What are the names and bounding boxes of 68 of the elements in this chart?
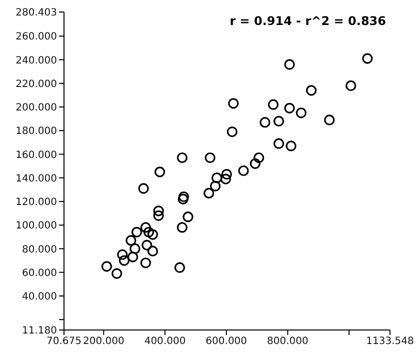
point (174, 262, 186, 273)
y-tick-label: 240.000 (16, 55, 57, 66)
point (250, 158, 260, 169)
y-tick-label: 160.000 (16, 150, 57, 161)
point (142, 240, 152, 250)
point (226, 126, 238, 138)
y-tick-label: 180.000 (16, 126, 57, 138)
point (154, 166, 166, 178)
y-tick-label: 120.000 (16, 197, 57, 208)
point (182, 212, 194, 222)
point (117, 249, 128, 260)
point (254, 152, 264, 164)
y-tick-label: 200.000 (16, 102, 57, 114)
point (101, 261, 112, 272)
point (260, 117, 270, 128)
point (143, 226, 154, 238)
point (268, 99, 279, 110)
x-tick-label: 200.000 (82, 336, 124, 348)
y-tick-label: 11.180 (22, 326, 57, 337)
point (284, 102, 295, 114)
point (176, 222, 188, 233)
point (140, 258, 151, 268)
point (131, 226, 142, 238)
point (140, 222, 151, 233)
point (274, 138, 284, 149)
y-tick-label: 260.000 (16, 32, 57, 43)
point (178, 191, 190, 202)
y-tick-label: 40.000 (22, 292, 57, 303)
point (228, 98, 239, 109)
x-tick-label: 1133.548 (366, 336, 414, 348)
x-tick-label: 600.000 (206, 336, 248, 348)
annotation: r = 0.914 - r^2 = 0.836 (230, 14, 386, 28)
point (178, 194, 188, 204)
point (284, 59, 295, 70)
point (176, 152, 188, 164)
point (147, 246, 158, 256)
point (204, 152, 216, 164)
point (128, 252, 138, 262)
point (296, 108, 306, 118)
y-tick-label: 60.000 (22, 268, 57, 279)
point (112, 268, 122, 279)
y-tick-label: 100.000 (16, 220, 57, 232)
point (221, 168, 232, 180)
point (238, 165, 249, 176)
point (212, 172, 222, 184)
point (153, 210, 164, 221)
point (147, 229, 158, 240)
point (204, 188, 214, 198)
point (362, 53, 373, 64)
point (306, 85, 317, 96)
point (130, 243, 140, 254)
point (210, 180, 221, 192)
point (126, 235, 136, 246)
y-tick-label: 280.403 (16, 8, 57, 19)
point (346, 80, 356, 92)
point (118, 255, 130, 266)
point (220, 174, 232, 184)
point (324, 114, 335, 126)
x-tick-label: 70.675 (46, 336, 82, 348)
x-tick-label: 400.000 (144, 336, 186, 348)
point (286, 140, 296, 152)
x-tick-label: 800.000 (267, 336, 308, 348)
point (138, 183, 149, 194)
y-tick-label: 140.000 (16, 173, 57, 184)
y-tick-label: 80.000 (22, 244, 57, 256)
y-tick-label: 220.000 (16, 78, 57, 90)
point (153, 206, 164, 216)
point (274, 116, 284, 126)
